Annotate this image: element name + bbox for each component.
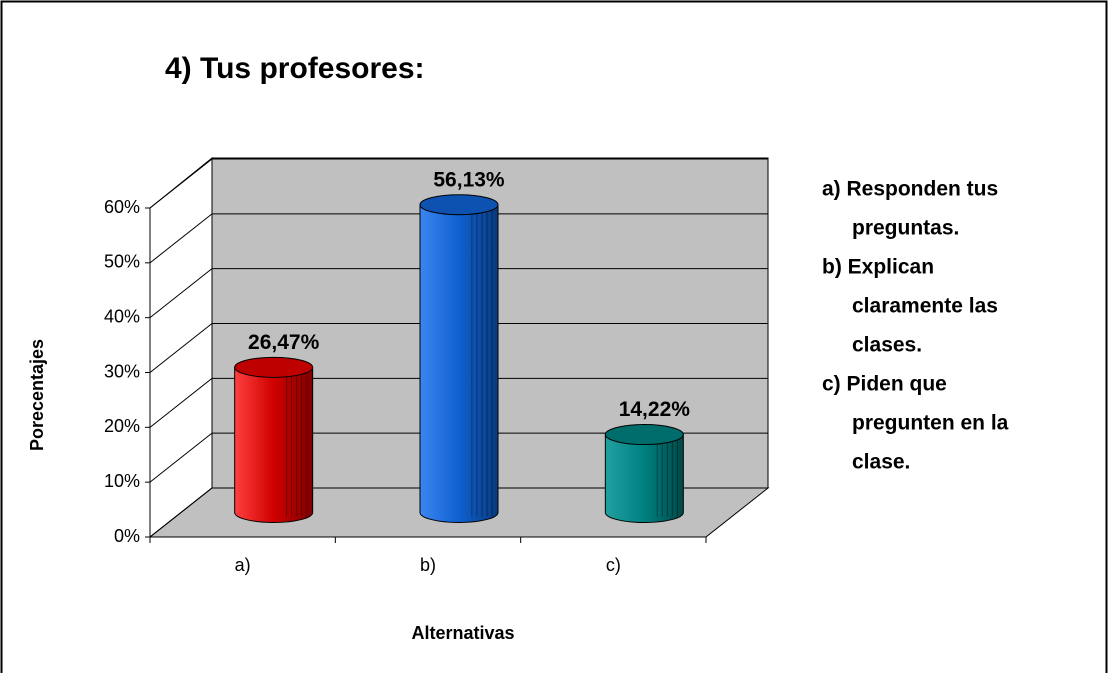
x-tick-label: b) <box>420 555 436 575</box>
value-label: 26,47% <box>248 331 320 354</box>
chart-title: 4) Tus profesores: <box>165 52 425 85</box>
bar <box>234 356 314 523</box>
side-grid-line <box>149 487 213 538</box>
bar <box>419 194 499 523</box>
legend-note: preguntas. <box>852 217 959 240</box>
value-label: 56,13% <box>433 168 505 191</box>
legend-note: claramente las <box>852 295 998 318</box>
legend-note: clases. <box>852 334 922 357</box>
bar <box>604 424 684 523</box>
y-tick-label: 0% <box>114 526 140 546</box>
legend-note: a) Responden tus <box>822 178 998 201</box>
side-grid-line <box>149 213 213 264</box>
legend-note: clase. <box>852 451 910 474</box>
legend-note: c) Piden que <box>822 373 947 396</box>
side-grid-line <box>149 377 213 428</box>
legend-note: pregunten en la <box>852 412 1009 435</box>
x-tick-label: c) <box>606 555 621 575</box>
x-tick-label: a) <box>235 555 251 575</box>
y-axis-label: Porecentajes <box>27 339 47 451</box>
x-axis-label: Alternativas <box>411 623 514 643</box>
side-grid-line <box>149 432 213 483</box>
side-grid-line <box>149 323 213 373</box>
y-tick-label: 60% <box>104 197 140 217</box>
y-tick-label: 40% <box>104 306 140 326</box>
y-tick-label: 50% <box>104 252 140 272</box>
side-grid-line <box>149 158 213 209</box>
y-tick-label: 30% <box>104 361 140 381</box>
side-grid-line <box>149 268 213 319</box>
y-tick-label: 10% <box>104 471 140 491</box>
y-tick-label: 20% <box>104 416 140 436</box>
value-label: 14,22% <box>619 398 691 421</box>
legend-note: b) Explican <box>822 256 934 279</box>
